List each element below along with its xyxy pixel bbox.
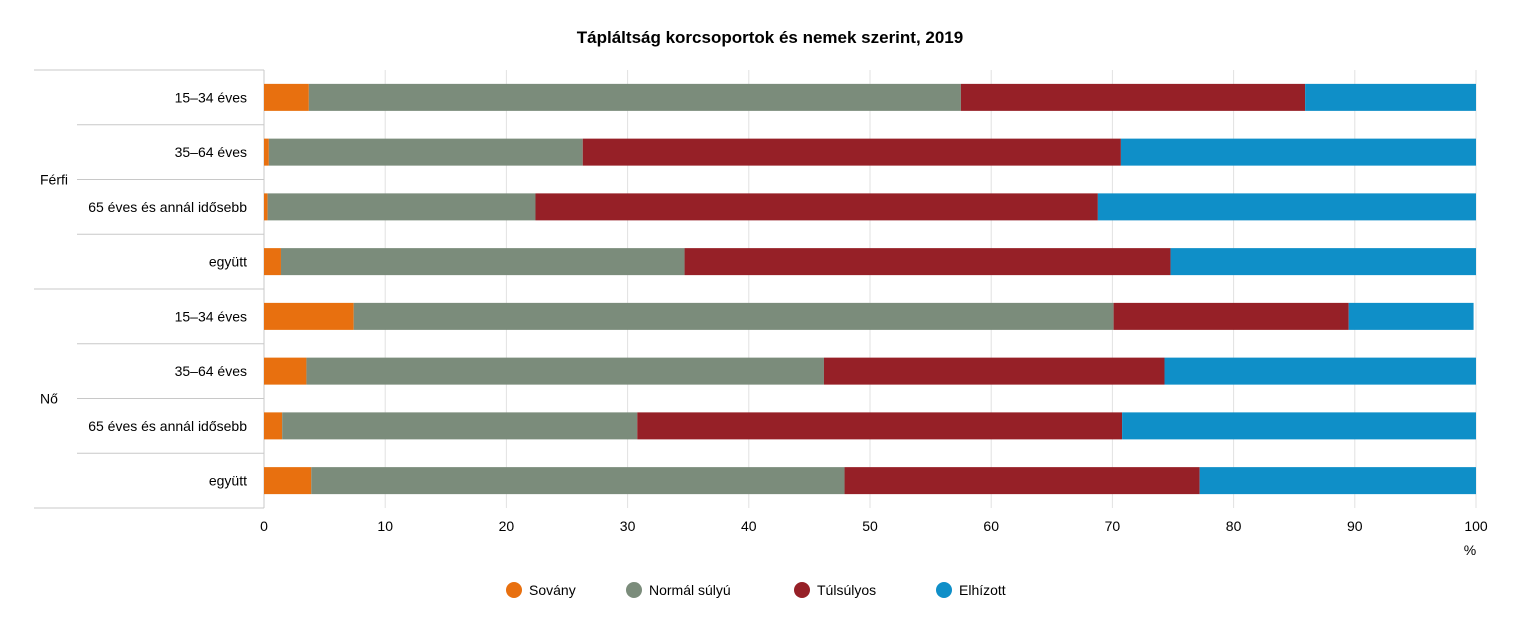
category-label: együtt xyxy=(209,473,247,489)
bar-segment xyxy=(1097,193,1476,221)
bar-segment xyxy=(264,248,281,276)
bar-segment xyxy=(264,357,307,385)
legend-label: Sovány xyxy=(529,582,576,598)
legend-marker xyxy=(506,582,522,598)
bar-segment xyxy=(1122,412,1476,440)
bar-segment xyxy=(637,412,1123,440)
bar-segment xyxy=(308,83,961,111)
category-label: 35–64 éves xyxy=(175,363,247,379)
legend-label: Normál súlyú xyxy=(649,582,731,598)
bar-segment xyxy=(1120,138,1476,166)
bar-segment xyxy=(268,138,583,166)
bar-segment xyxy=(1348,302,1474,330)
legend-marker xyxy=(626,582,642,598)
bar-segment xyxy=(306,357,824,385)
x-tick-label: 90 xyxy=(1347,518,1363,534)
bar-segment xyxy=(311,467,845,495)
bar-segment xyxy=(1305,83,1476,111)
bar-segment xyxy=(535,193,1098,221)
category-label: 65 éves és annál idősebb xyxy=(88,418,247,434)
x-tick-label: 60 xyxy=(983,518,999,534)
group-label: Nő xyxy=(40,391,58,407)
x-tick-label: 50 xyxy=(862,518,878,534)
bar-segment xyxy=(264,138,269,166)
bar-segment xyxy=(264,302,354,330)
bar-segment xyxy=(264,412,283,440)
bar-segment xyxy=(280,248,685,276)
legend-marker xyxy=(936,582,952,598)
bar-segment xyxy=(282,412,638,440)
bar-segment xyxy=(582,138,1121,166)
category-label: 65 éves és annál idősebb xyxy=(88,199,247,215)
bar-segment xyxy=(960,83,1306,111)
bar-segment xyxy=(1170,248,1476,276)
x-tick-label: 80 xyxy=(1226,518,1242,534)
bar-segment xyxy=(1199,467,1476,495)
category-label: 15–34 éves xyxy=(175,89,247,105)
bar-segment xyxy=(267,193,536,221)
x-tick-label: 20 xyxy=(499,518,515,534)
bar-segment xyxy=(844,467,1200,495)
x-tick-label: 30 xyxy=(620,518,636,534)
bar-segment xyxy=(823,357,1165,385)
bar-segment xyxy=(264,467,312,495)
x-tick-label: 100 xyxy=(1464,518,1488,534)
bar-segment xyxy=(1113,302,1349,330)
group-label: Férfi xyxy=(40,172,68,188)
bar-segment xyxy=(264,83,309,111)
legend-marker xyxy=(794,582,810,598)
x-tick-label: 70 xyxy=(1105,518,1121,534)
bar-segment xyxy=(353,302,1114,330)
category-label: együtt xyxy=(209,254,247,270)
chart-title: Tápláltság korcsoportok és nemek szerint… xyxy=(577,28,963,47)
legend-label: Elhízott xyxy=(959,582,1006,598)
bar-segment xyxy=(264,193,268,221)
legend-label: Túlsúlyos xyxy=(817,582,876,598)
category-label: 35–64 éves xyxy=(175,144,247,160)
x-tick-label: 10 xyxy=(377,518,393,534)
bar-segment xyxy=(684,248,1171,276)
x-tick-label: 0 xyxy=(260,518,268,534)
x-tick-label: 40 xyxy=(741,518,757,534)
bar-segment xyxy=(1164,357,1476,385)
category-label: 15–34 éves xyxy=(175,308,247,324)
x-axis-label: % xyxy=(1464,542,1476,558)
